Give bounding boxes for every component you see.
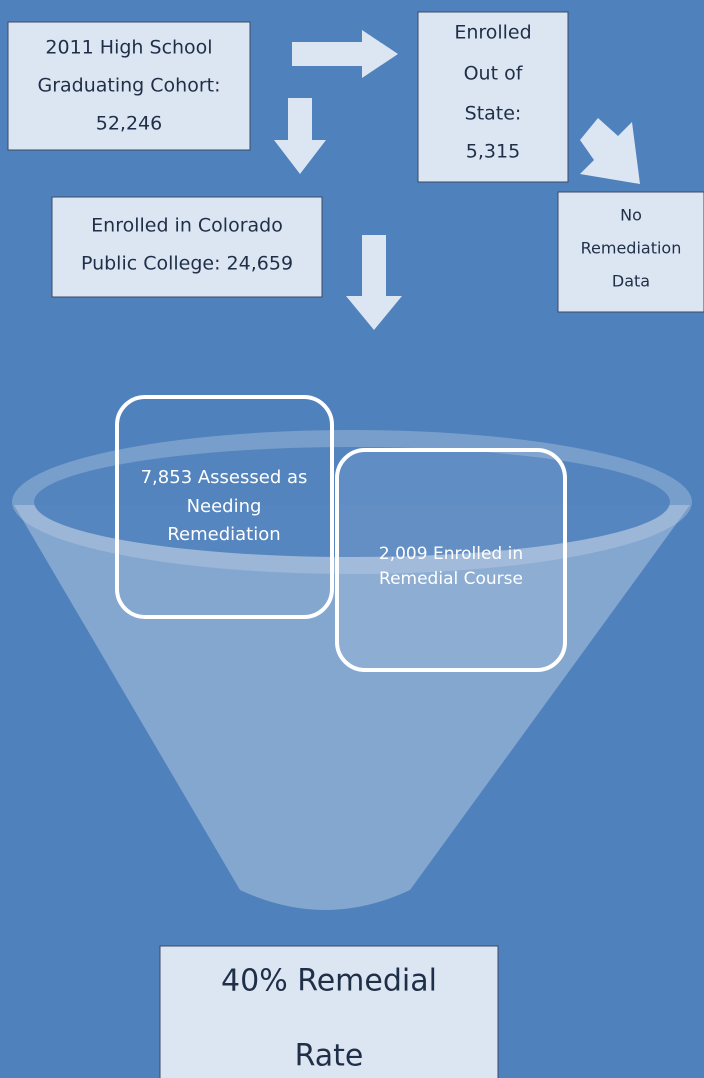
- arrow: [346, 235, 402, 330]
- node-label: 2011 High School: [45, 37, 212, 59]
- no-data-box: [557, 191, 704, 313]
- assessed-box: [115, 395, 334, 619]
- node-label: Out of: [464, 63, 524, 85]
- arrow: [274, 98, 326, 174]
- node-label: Remedial Course: [379, 569, 523, 589]
- node-label: State:: [465, 103, 522, 125]
- node-label: 40% Remedial: [221, 964, 437, 999]
- arrow: [580, 118, 640, 184]
- node-label: 52,246: [96, 113, 162, 135]
- out-of-state-box: [417, 11, 569, 183]
- node-label: Remediation: [167, 524, 280, 545]
- enrolled-remedial-box: [335, 448, 567, 672]
- node-label: Data: [612, 272, 650, 291]
- node-label: 2,009 Enrolled in: [379, 544, 523, 564]
- node-label: Public College: 24,659: [81, 253, 293, 275]
- node-label: Rate: [295, 1039, 364, 1074]
- node-label: Enrolled in Colorado: [91, 215, 283, 237]
- node-label: 5,315: [466, 141, 520, 163]
- node-label: 7,853 Assessed as: [141, 467, 308, 488]
- arrow: [292, 30, 398, 78]
- colorado-box: [51, 196, 323, 298]
- node-label: Remediation: [581, 239, 682, 258]
- node-label: No: [620, 206, 642, 225]
- cohort-box: [7, 21, 251, 151]
- rate-box: [159, 945, 499, 1078]
- node-label: Needing: [187, 496, 262, 517]
- node-label: Graduating Cohort:: [37, 75, 220, 97]
- node-label: Enrolled: [454, 22, 531, 44]
- funnel-opening: [34, 447, 670, 557]
- funnel-cone: [14, 505, 690, 910]
